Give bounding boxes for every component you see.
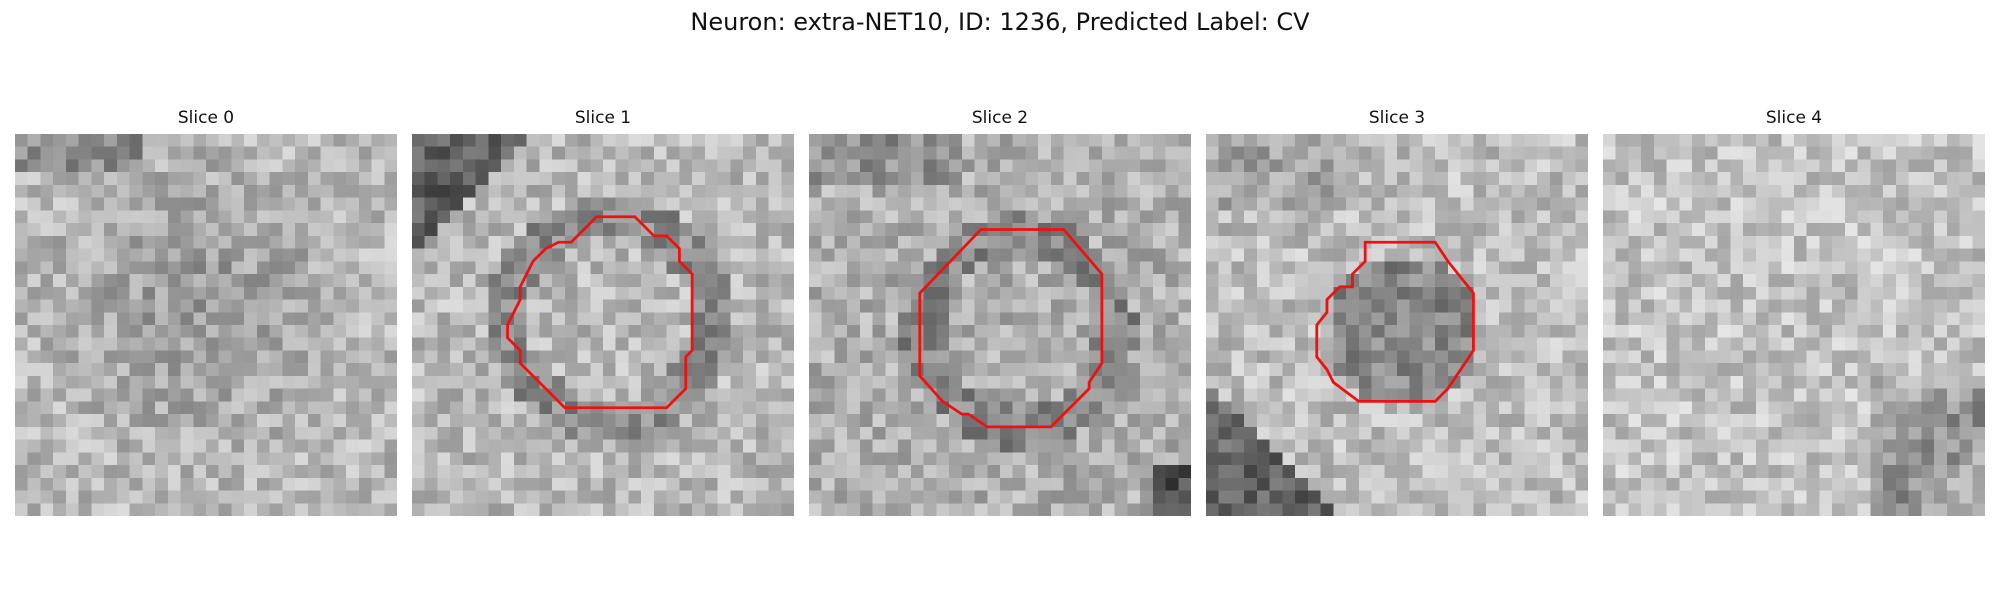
segmentation-contour bbox=[1315, 240, 1475, 403]
slice-4-title: Slice 4 bbox=[1765, 108, 1823, 128]
slice-4-image bbox=[1603, 134, 1985, 516]
slice-3-image bbox=[1206, 134, 1588, 516]
slice-2-title: Slice 2 bbox=[971, 108, 1029, 128]
slice-2-image bbox=[809, 134, 1191, 516]
slice-2-contour bbox=[918, 228, 1104, 429]
slice-1-contour bbox=[506, 215, 694, 410]
slice-3-contour bbox=[1315, 240, 1475, 403]
slice-3-title: Slice 3 bbox=[1368, 108, 1426, 128]
slice-1-title: Slice 1 bbox=[574, 108, 632, 128]
segmentation-contour bbox=[506, 215, 694, 410]
slice-0-image bbox=[15, 134, 397, 516]
segmentation-contour bbox=[918, 228, 1104, 429]
slice-0-title: Slice 0 bbox=[177, 108, 235, 128]
slice-1-image bbox=[412, 134, 794, 516]
figure-title: Neuron: extra-NET10, ID: 1236, Predicted… bbox=[690, 8, 1310, 36]
